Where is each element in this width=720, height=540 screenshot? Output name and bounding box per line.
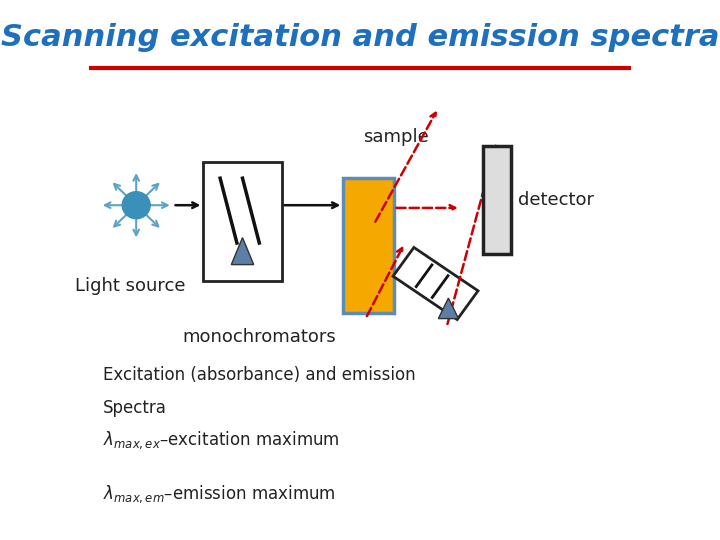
FancyBboxPatch shape [343,178,394,313]
Circle shape [122,192,150,219]
Text: Scanning excitation and emission spectra: Scanning excitation and emission spectra [1,23,719,52]
Text: monochromators: monochromators [182,328,336,347]
Text: Spectra: Spectra [103,399,166,417]
Text: $\lambda_{max,em}$–emission maximum: $\lambda_{max,em}$–emission maximum [103,483,336,505]
Text: $\lambda_{max,ex}$–excitation maximum: $\lambda_{max,ex}$–excitation maximum [103,429,339,451]
Text: sample: sample [364,128,429,146]
FancyBboxPatch shape [203,162,282,281]
Text: detector: detector [518,191,594,209]
Text: Excitation (absorbance) and emission: Excitation (absorbance) and emission [103,366,415,384]
Text: Light source: Light source [76,277,186,295]
Polygon shape [231,238,253,265]
Polygon shape [438,298,459,319]
FancyBboxPatch shape [483,146,511,254]
Polygon shape [393,247,478,320]
